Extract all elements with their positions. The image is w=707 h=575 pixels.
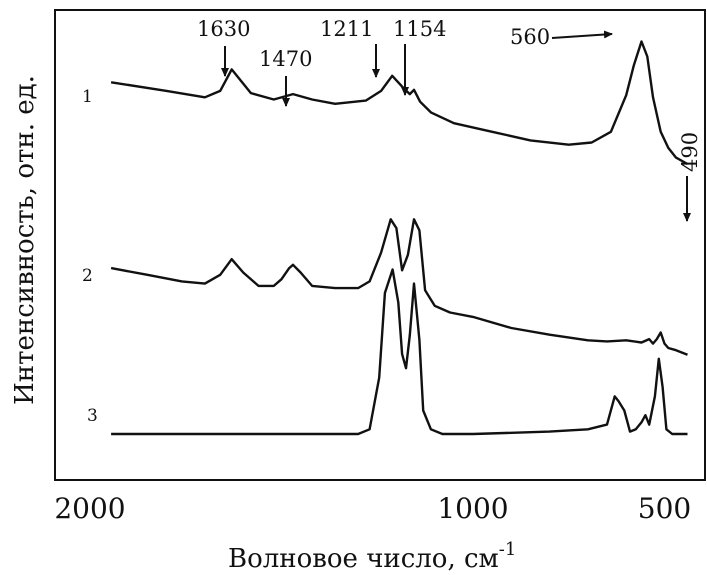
spectra-curves	[110, 40, 689, 436]
x-tick-label: 1000	[437, 492, 508, 525]
peak-annotations: 1630 1470 1211 1154 560 490	[197, 17, 702, 222]
annotation-1154: 1154	[393, 17, 446, 41]
annotation-560: 560	[510, 25, 550, 49]
annotation-490: 490	[678, 132, 702, 172]
spectrum-curve-3	[111, 268, 688, 436]
x-axis-ticks: 2000 1000 500	[54, 492, 691, 525]
annotation-1211: 1211	[320, 17, 373, 41]
x-tick-label: 500	[638, 492, 691, 525]
curve-label-1: 1	[82, 87, 93, 107]
spectrum-curve-2	[110, 218, 688, 356]
curve-label-2: 2	[82, 266, 93, 286]
x-axis-title-text: Волновое число, см	[228, 544, 499, 574]
curve-label-3: 3	[87, 406, 98, 426]
annotation-1630: 1630	[197, 17, 250, 41]
spectrum-curve-1	[110, 40, 689, 166]
x-tick-label: 2000	[54, 492, 125, 525]
y-axis-title: Интенсивность, отн. ед.	[10, 75, 40, 405]
annotation-1470: 1470	[259, 47, 312, 71]
annotation-560-arrow	[551, 30, 613, 39]
x-axis-title-sup: -1	[499, 539, 517, 560]
plot-frame	[54, 9, 706, 481]
x-axis-title: Волновое число, см-1	[228, 539, 516, 574]
